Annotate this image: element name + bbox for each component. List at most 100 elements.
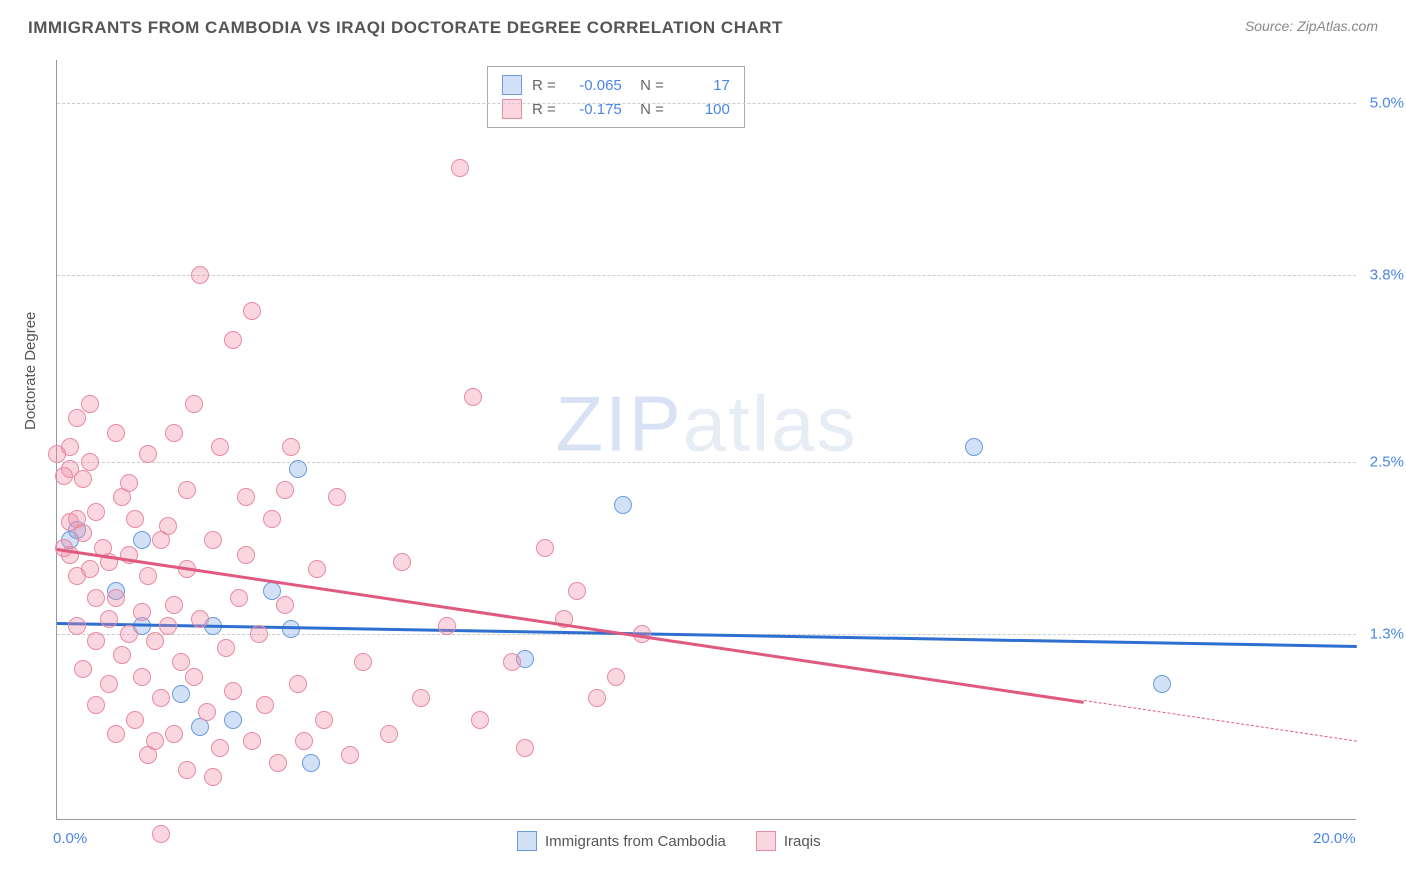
data-point xyxy=(282,438,300,456)
data-point xyxy=(289,675,307,693)
data-point xyxy=(159,617,177,635)
data-point xyxy=(126,711,144,729)
data-point xyxy=(87,589,105,607)
data-point xyxy=(120,474,138,492)
legend-label: Iraqis xyxy=(784,833,821,850)
data-point xyxy=(1153,675,1171,693)
data-point xyxy=(165,596,183,614)
data-point xyxy=(178,481,196,499)
data-point xyxy=(328,488,346,506)
data-point xyxy=(191,266,209,284)
data-point xyxy=(464,388,482,406)
stats-row: R =-0.065 N =17 xyxy=(502,73,730,97)
data-point xyxy=(172,653,190,671)
source-attribution: Source: ZipAtlas.com xyxy=(1245,18,1378,34)
data-point xyxy=(198,703,216,721)
data-point xyxy=(165,725,183,743)
data-point xyxy=(237,546,255,564)
data-point xyxy=(61,438,79,456)
data-point xyxy=(178,761,196,779)
data-point xyxy=(438,617,456,635)
data-point xyxy=(146,632,164,650)
data-point xyxy=(172,685,190,703)
stat-n-label: N = xyxy=(632,77,664,94)
data-point xyxy=(269,754,287,772)
data-point xyxy=(380,725,398,743)
grid-line xyxy=(57,103,1356,104)
data-point xyxy=(107,725,125,743)
data-point xyxy=(230,589,248,607)
stat-r-value: -0.065 xyxy=(566,77,622,94)
data-point xyxy=(256,696,274,714)
data-point xyxy=(133,668,151,686)
data-point xyxy=(211,438,229,456)
data-point xyxy=(243,732,261,750)
data-point xyxy=(536,539,554,557)
y-tick-label: 2.5% xyxy=(1370,453,1404,470)
chart-title: IMMIGRANTS FROM CAMBODIA VS IRAQI DOCTOR… xyxy=(28,18,783,38)
x-tick-label: 20.0% xyxy=(1313,830,1356,847)
data-point xyxy=(224,682,242,700)
data-point xyxy=(341,746,359,764)
data-point xyxy=(393,553,411,571)
data-point xyxy=(87,632,105,650)
x-tick-label: 0.0% xyxy=(53,830,87,847)
data-point xyxy=(204,768,222,786)
series-legend: Immigrants from Cambodia Iraqis xyxy=(517,831,821,851)
data-point xyxy=(451,159,469,177)
series-swatch xyxy=(502,99,522,119)
data-point xyxy=(68,617,86,635)
data-point xyxy=(250,625,268,643)
data-point xyxy=(107,589,125,607)
data-point xyxy=(237,488,255,506)
data-point xyxy=(471,711,489,729)
data-point xyxy=(113,646,131,664)
data-point xyxy=(289,460,307,478)
data-point xyxy=(81,453,99,471)
legend-label: Immigrants from Cambodia xyxy=(545,833,726,850)
data-point xyxy=(217,639,235,657)
data-point xyxy=(243,302,261,320)
data-point xyxy=(315,711,333,729)
stat-n-value: 17 xyxy=(674,77,730,94)
legend-item: Iraqis xyxy=(756,831,821,851)
y-tick-label: 1.3% xyxy=(1370,625,1404,642)
data-point xyxy=(614,496,632,514)
data-point xyxy=(588,689,606,707)
data-point xyxy=(74,524,92,542)
data-point xyxy=(133,603,151,621)
correlation-stats-box: R =-0.065 N =17R =-0.175 N =100 xyxy=(487,66,745,128)
data-point xyxy=(139,746,157,764)
data-point xyxy=(126,510,144,528)
data-point xyxy=(224,711,242,729)
data-point xyxy=(74,660,92,678)
data-point xyxy=(412,689,430,707)
data-point xyxy=(87,696,105,714)
data-point xyxy=(68,409,86,427)
data-point xyxy=(276,481,294,499)
watermark: ZIPatlas xyxy=(555,379,857,470)
legend-swatch xyxy=(517,831,537,851)
legend-swatch xyxy=(756,831,776,851)
grid-line xyxy=(57,462,1356,463)
data-point xyxy=(308,560,326,578)
data-point xyxy=(139,567,157,585)
stats-row: R =-0.175 N =100 xyxy=(502,97,730,121)
data-point xyxy=(165,424,183,442)
data-point xyxy=(100,675,118,693)
data-point xyxy=(276,596,294,614)
data-point xyxy=(185,395,203,413)
data-point xyxy=(965,438,983,456)
data-point xyxy=(87,503,105,521)
legend-item: Immigrants from Cambodia xyxy=(517,831,726,851)
data-point xyxy=(191,610,209,628)
data-point xyxy=(74,470,92,488)
scatter-chart: ZIPatlas R =-0.065 N =17R =-0.175 N =100… xyxy=(56,60,1356,820)
data-point xyxy=(107,424,125,442)
data-point xyxy=(159,517,177,535)
data-point xyxy=(81,395,99,413)
data-point xyxy=(263,582,281,600)
data-point xyxy=(133,531,151,549)
data-point xyxy=(516,739,534,757)
y-axis-title: Doctorate Degree xyxy=(22,312,39,430)
